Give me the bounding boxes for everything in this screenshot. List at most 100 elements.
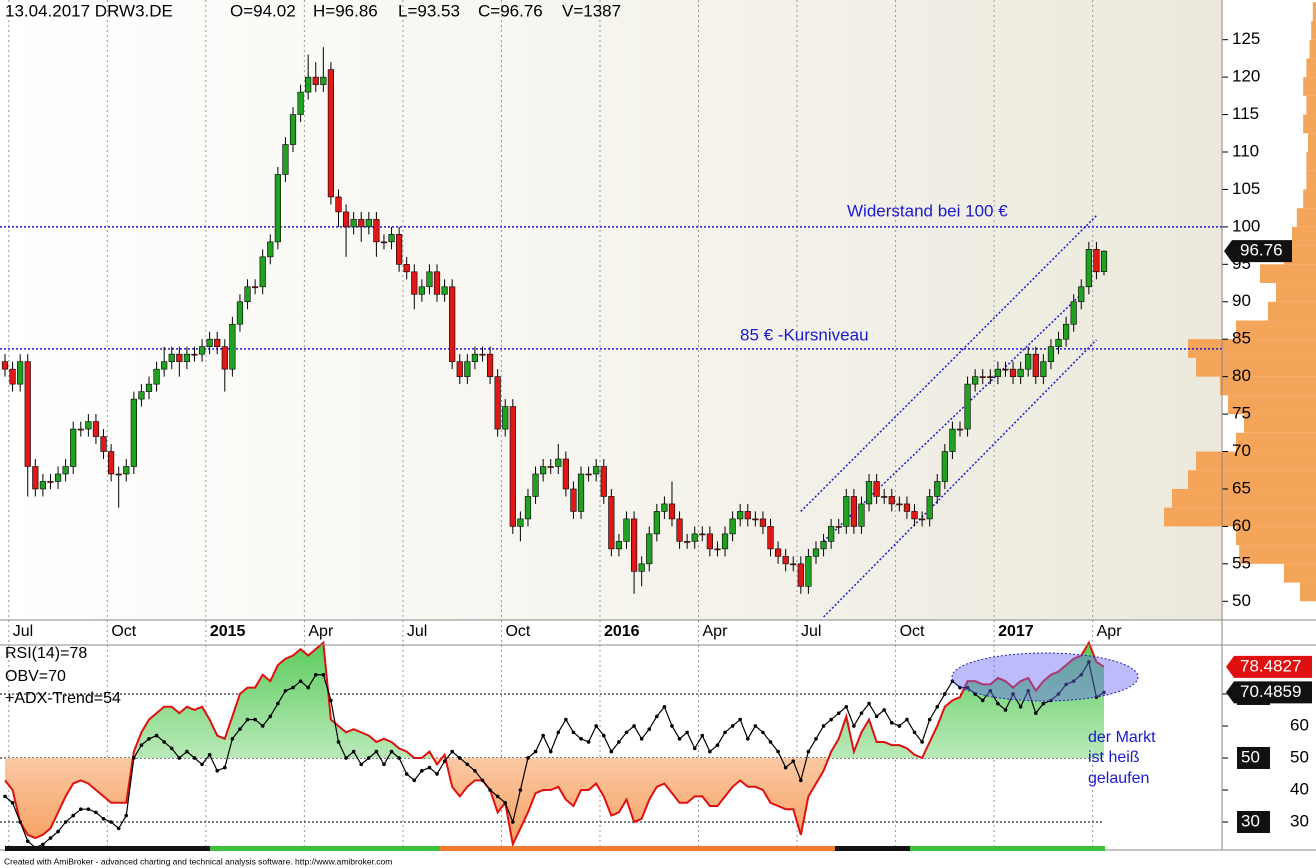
- profile-bar: [1306, 152, 1316, 171]
- series-dot: [708, 749, 712, 754]
- profile-bar: [1220, 376, 1316, 396]
- candle-body: [1070, 301, 1077, 325]
- candle-body: [221, 346, 228, 370]
- series-dot: [1018, 704, 1023, 709]
- candle-body: [691, 533, 698, 542]
- series-dot: [844, 704, 849, 709]
- series-dot: [700, 733, 705, 738]
- candle-body: [252, 286, 259, 289]
- series-dot: [488, 788, 492, 792]
- candle-body: [441, 286, 448, 295]
- profile-bar: [1172, 488, 1316, 508]
- candle-body: [509, 406, 516, 527]
- x-tick-label: 2016: [604, 623, 640, 640]
- annotation: 85 € -Kursniveau: [740, 325, 869, 344]
- candle-body: [47, 481, 54, 483]
- candle-body: [699, 533, 706, 536]
- series-dot: [791, 759, 796, 763]
- series-dot: [882, 708, 886, 712]
- profile-bar: [1309, 39, 1316, 59]
- candle-body: [153, 368, 160, 385]
- series-dot: [912, 730, 917, 735]
- candle-body: [653, 511, 660, 535]
- series-dot: [670, 724, 674, 728]
- candle-body: [964, 383, 971, 430]
- series-dot: [420, 768, 424, 773]
- x-tick-label: Oct: [111, 623, 136, 640]
- candle-body: [562, 458, 569, 490]
- candle-body: [547, 466, 554, 468]
- candle-body: [994, 368, 1001, 377]
- x-tick-label: 2017: [998, 623, 1034, 640]
- candle-body: [896, 503, 903, 506]
- candle-body: [335, 196, 342, 213]
- candle-body: [615, 541, 623, 550]
- candle-body: [797, 563, 804, 587]
- candle-body: [267, 241, 274, 258]
- last-price-label: 96.76: [1240, 241, 1283, 260]
- series-dot: [647, 727, 652, 731]
- profile-bar: [1239, 545, 1316, 564]
- series-dot: [427, 765, 432, 770]
- series-dot: [1056, 692, 1061, 696]
- candle-body: [54, 473, 62, 482]
- x-tick-label: Apr: [308, 623, 334, 640]
- series-dot: [276, 701, 280, 706]
- candle-body: [767, 526, 774, 550]
- candle-body: [138, 391, 145, 400]
- candle-body: [585, 473, 592, 476]
- candle-body: [865, 481, 873, 505]
- series-line: [4, 640, 1105, 848]
- x-tick-label: Jul: [801, 623, 821, 640]
- candle-body: [638, 563, 645, 572]
- header-ohlc: C=96.76: [478, 1, 543, 20]
- x-tick-label: Jul: [407, 623, 427, 640]
- series-dot: [905, 717, 909, 722]
- profile-bar: [1303, 114, 1316, 134]
- candle-body: [759, 518, 767, 527]
- series-dot: [1033, 711, 1038, 715]
- candle-body: [411, 271, 418, 295]
- series-dot: [723, 730, 727, 735]
- candle-body: [1009, 368, 1017, 377]
- series-dot: [291, 685, 295, 690]
- last-value-label: 78.4827: [1240, 656, 1301, 675]
- candle-body: [555, 458, 562, 467]
- candle-body: [987, 376, 994, 378]
- candle-body: [396, 234, 403, 265]
- series-dot: [1041, 701, 1046, 706]
- series-dot: [738, 717, 742, 722]
- level-box: [1237, 746, 1270, 769]
- series-dot: [412, 778, 417, 783]
- annotation: Widerstand bei 100 €: [847, 201, 1008, 220]
- series-dot: [101, 816, 106, 821]
- candle-body: [858, 503, 865, 527]
- series-dot: [147, 736, 151, 741]
- candle-body: [1040, 361, 1047, 377]
- series-dot: [139, 743, 144, 747]
- series-dot: [215, 768, 220, 773]
- profile-bar: [1196, 357, 1316, 377]
- profile-bar: [1292, 226, 1316, 246]
- candle-body: [289, 114, 297, 145]
- candle-body: [380, 241, 388, 244]
- candle-body: [729, 518, 736, 535]
- candle-body: [236, 301, 244, 325]
- series-dot: [56, 829, 60, 834]
- x-tick-label: Apr: [1097, 623, 1123, 640]
- series-dot: [367, 756, 371, 760]
- candle-body: [85, 421, 92, 430]
- y-tick-label: 120: [1232, 67, 1260, 86]
- candle-body: [130, 398, 137, 467]
- header-ohlc: L=93.53: [398, 1, 460, 20]
- profile-bar: [1303, 189, 1316, 209]
- series-dot: [78, 807, 83, 811]
- profile-bar: [1236, 320, 1316, 340]
- channel-line: [823, 339, 1097, 618]
- series-dot: [374, 749, 379, 754]
- candle-body: [524, 496, 532, 520]
- series-dot: [306, 685, 310, 690]
- series-dot: [980, 698, 985, 703]
- series-dot: [154, 733, 159, 738]
- series-dot: [238, 727, 242, 731]
